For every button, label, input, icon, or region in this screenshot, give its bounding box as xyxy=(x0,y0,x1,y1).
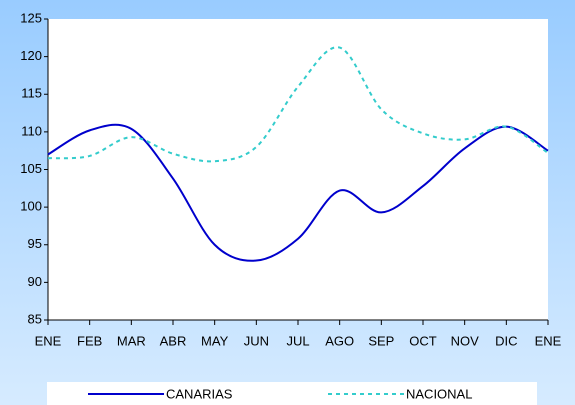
y-tick-label: 105 xyxy=(20,161,42,176)
x-tick-label: NOV xyxy=(451,333,480,348)
y-tick-label: 125 xyxy=(20,10,42,25)
y-tick-label: 90 xyxy=(28,274,42,289)
plot-area xyxy=(48,19,548,320)
line-series xyxy=(47,123,549,262)
y-tick-label: 120 xyxy=(20,48,42,63)
x-tick-label: FEB xyxy=(77,333,102,348)
x-tick-label: SEP xyxy=(368,333,394,348)
x-tick-label: OCT xyxy=(409,333,437,348)
x-tick-label: MAR xyxy=(117,333,146,348)
y-tick-label: 110 xyxy=(21,123,42,138)
y-tick-label: 85 xyxy=(28,311,42,326)
legend-box xyxy=(47,382,537,405)
y-tick-label: 100 xyxy=(20,199,42,214)
x-tick-label: JUL xyxy=(286,333,309,348)
y-tick-label: 95 xyxy=(28,236,42,251)
x-tick-label: ENE xyxy=(35,333,62,348)
x-tick-label: JUN xyxy=(244,333,269,348)
legend-label: CANARIAS xyxy=(166,386,233,401)
x-tick-label: ENE xyxy=(535,333,562,348)
x-tick-label: MAY xyxy=(201,333,229,348)
y-tick-label: 115 xyxy=(21,86,42,101)
x-tick-label: DIC xyxy=(495,333,517,348)
legend-label: NACIONAL xyxy=(406,386,472,401)
x-tick-label: AGO xyxy=(325,333,354,348)
x-tick-label: ABR xyxy=(160,333,187,348)
